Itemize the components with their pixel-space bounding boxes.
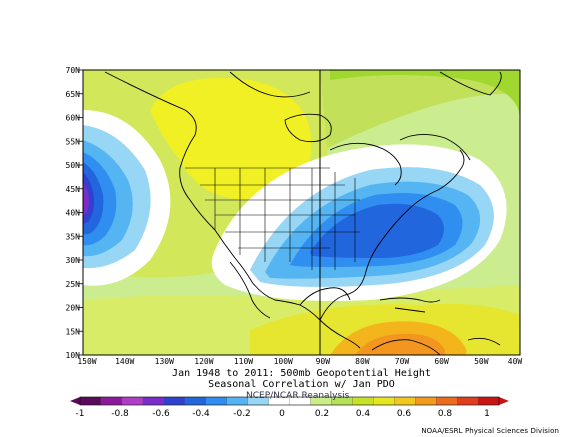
figure-subtitle: Seasonal Correlation w/ Jan PDO [208,379,395,390]
axis-ticks [78,69,83,356]
colorbar-swatch [142,396,165,406]
colorbar-tick-label: -0.4 [192,409,210,419]
lon-label: 150W [77,357,96,366]
lat-label: 50N [66,161,81,170]
colorbar [79,396,500,406]
colorbar-swatch [121,396,144,406]
lon-label: 120W [194,357,213,366]
colorbar-swatch [184,396,207,406]
lon-label: 100W [274,357,293,366]
lon-label: 70W [395,357,410,366]
colorbar-tick-label: 0.2 [315,409,329,419]
lat-label: 35N [66,232,81,241]
latitude-labels: 70N 65N 60N 55N 50N 45N 40N 35N 30N 25N … [66,66,81,360]
colorbar-swatch [205,396,228,406]
colorbar-tick-label: 0.4 [356,409,371,419]
colorbar-tick-label: 1 [484,409,490,419]
lat-label: 45N [66,185,81,194]
colorbar-right-arrow [499,397,509,405]
colorbar-swatch [226,396,249,406]
correlation-field [83,70,520,355]
colorbar-swatch [456,396,479,406]
lon-label: 140W [115,357,134,366]
colorbar-swatch [163,396,186,406]
figure-title: Jan 1948 to 2011: 500mb Geopotential Hei… [172,368,431,379]
lon-label: 90W [316,357,331,366]
reanalysis-watermark: NCEP/NCAR Reanalysis [246,391,350,401]
lat-label: 70N [66,66,81,75]
colorbar-left-arrow [70,397,80,405]
lon-label: 110W [234,357,253,366]
lat-label: 20N [66,304,81,313]
lat-label: 30N [66,256,81,265]
colorbar-tick-label: -0.8 [111,409,129,419]
lat-label: 10N [66,351,81,360]
lat-label: 55N [66,137,81,146]
colorbar-swatch [100,396,123,406]
colorbar-tick-label: -0.6 [152,409,170,419]
colorbar-swatch [352,396,374,406]
lat-label: 60N [66,114,81,123]
colorbar-frame [79,396,500,406]
colorbar-tick-label: 0 [279,409,285,419]
longitude-labels: 150W 140W 130W 120W 110W 100W 90W 80W 70… [77,357,522,366]
lat-label: 40N [66,209,81,218]
colorbar-tick-label: -0.2 [233,409,251,419]
lon-label: 130W [155,357,174,366]
lat-label: 15N [66,327,81,336]
colorbar-swatch [477,396,500,406]
colorbar-tick-label: 0.8 [438,409,453,419]
lon-label: 60W [434,357,449,366]
lon-label: 40W [508,357,523,366]
colorbar-tick-label: 0.6 [397,409,412,419]
credit-label: NOAA/ESRL Physical Sciences Division [421,427,559,435]
lon-label: 80W [355,357,370,366]
lat-label: 65N [66,90,81,99]
colorbar-swatch [373,396,395,406]
lon-label: 50W [474,357,489,366]
colorbar-swatch [394,396,416,406]
state-borders [185,167,360,270]
colorbar-swatch [79,396,102,406]
colorbar-labels: -1 -0.8 -0.6 -0.4 -0.2 0 0.2 0.4 0.6 0.8… [76,409,490,419]
lat-label: 25N [66,280,81,289]
colorbar-swatch [435,396,458,406]
colorbar-tick-label: -1 [76,409,85,419]
colorbar-swatch [415,396,437,406]
